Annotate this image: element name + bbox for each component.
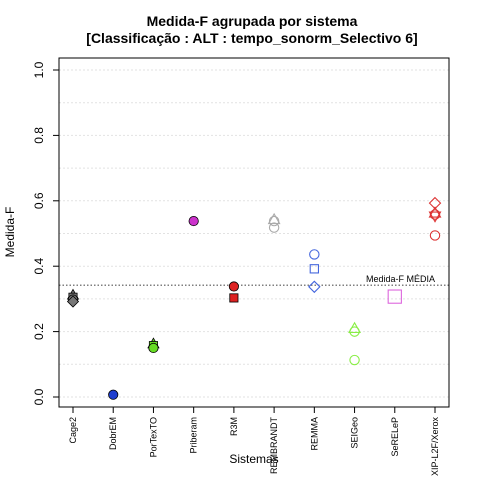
x-tick-label: Priberam [189,417,199,454]
y-tick-label: 0.6 [32,192,46,209]
data-point [228,281,239,292]
x-tick-label: XIP-L2F/Xerox [430,417,440,477]
data-point [268,215,280,227]
x-tick-label: REMMA [309,417,319,451]
data-point [309,264,320,274]
data-point [387,289,402,304]
data-points [66,196,442,400]
data-point [188,215,199,227]
data-point [229,293,239,303]
y-tick-label: 1.0 [32,61,46,78]
plot-frame [58,57,450,408]
x-tick-label: REMBRANDT [269,417,279,475]
y-tick-label: 0.4 [32,258,46,275]
data-point [429,230,441,241]
chart-title: Medida-F agrupada por sistema [147,13,358,29]
x-tick-label: R3M [229,417,239,436]
data-point [308,280,321,294]
x-axis: Cage2 DobrEM PorTexTO Priberam R3M REMBRANDT R… [68,407,440,476]
data-point [349,326,360,337]
data-point [66,295,80,308]
chart-subtitle: [Classificação : ALT : tempo_sonorm_Sele… [86,30,417,46]
data-point [267,212,281,225]
data-point [429,209,441,220]
reference-line-label: Medida-F MÉDIA [366,274,435,284]
y-axis-label: Medida-F [3,207,17,258]
x-tick-label: PorTexTO [148,417,158,457]
y-tick-label: 0.0 [32,388,46,405]
grid-lines [59,69,449,398]
data-point [148,342,159,354]
x-tick-label: SEIGeo [350,417,360,449]
y-axis: 0.0 0.2 0.4 0.6 0.8 1.0 [32,61,59,405]
data-point [309,249,320,260]
data-point [268,222,280,233]
x-tick-label: DobrEM [108,417,118,450]
data-point [428,211,442,223]
x-tick-label: Cage2 [68,417,78,444]
x-axis-label: Sistemas [229,452,278,466]
x-tick-label: SeRELeP [390,417,400,457]
data-point [108,389,119,400]
y-tick-label: 0.8 [32,127,46,144]
data-point [349,354,360,366]
y-tick-label: 0.2 [32,323,46,340]
data-point [428,196,442,210]
